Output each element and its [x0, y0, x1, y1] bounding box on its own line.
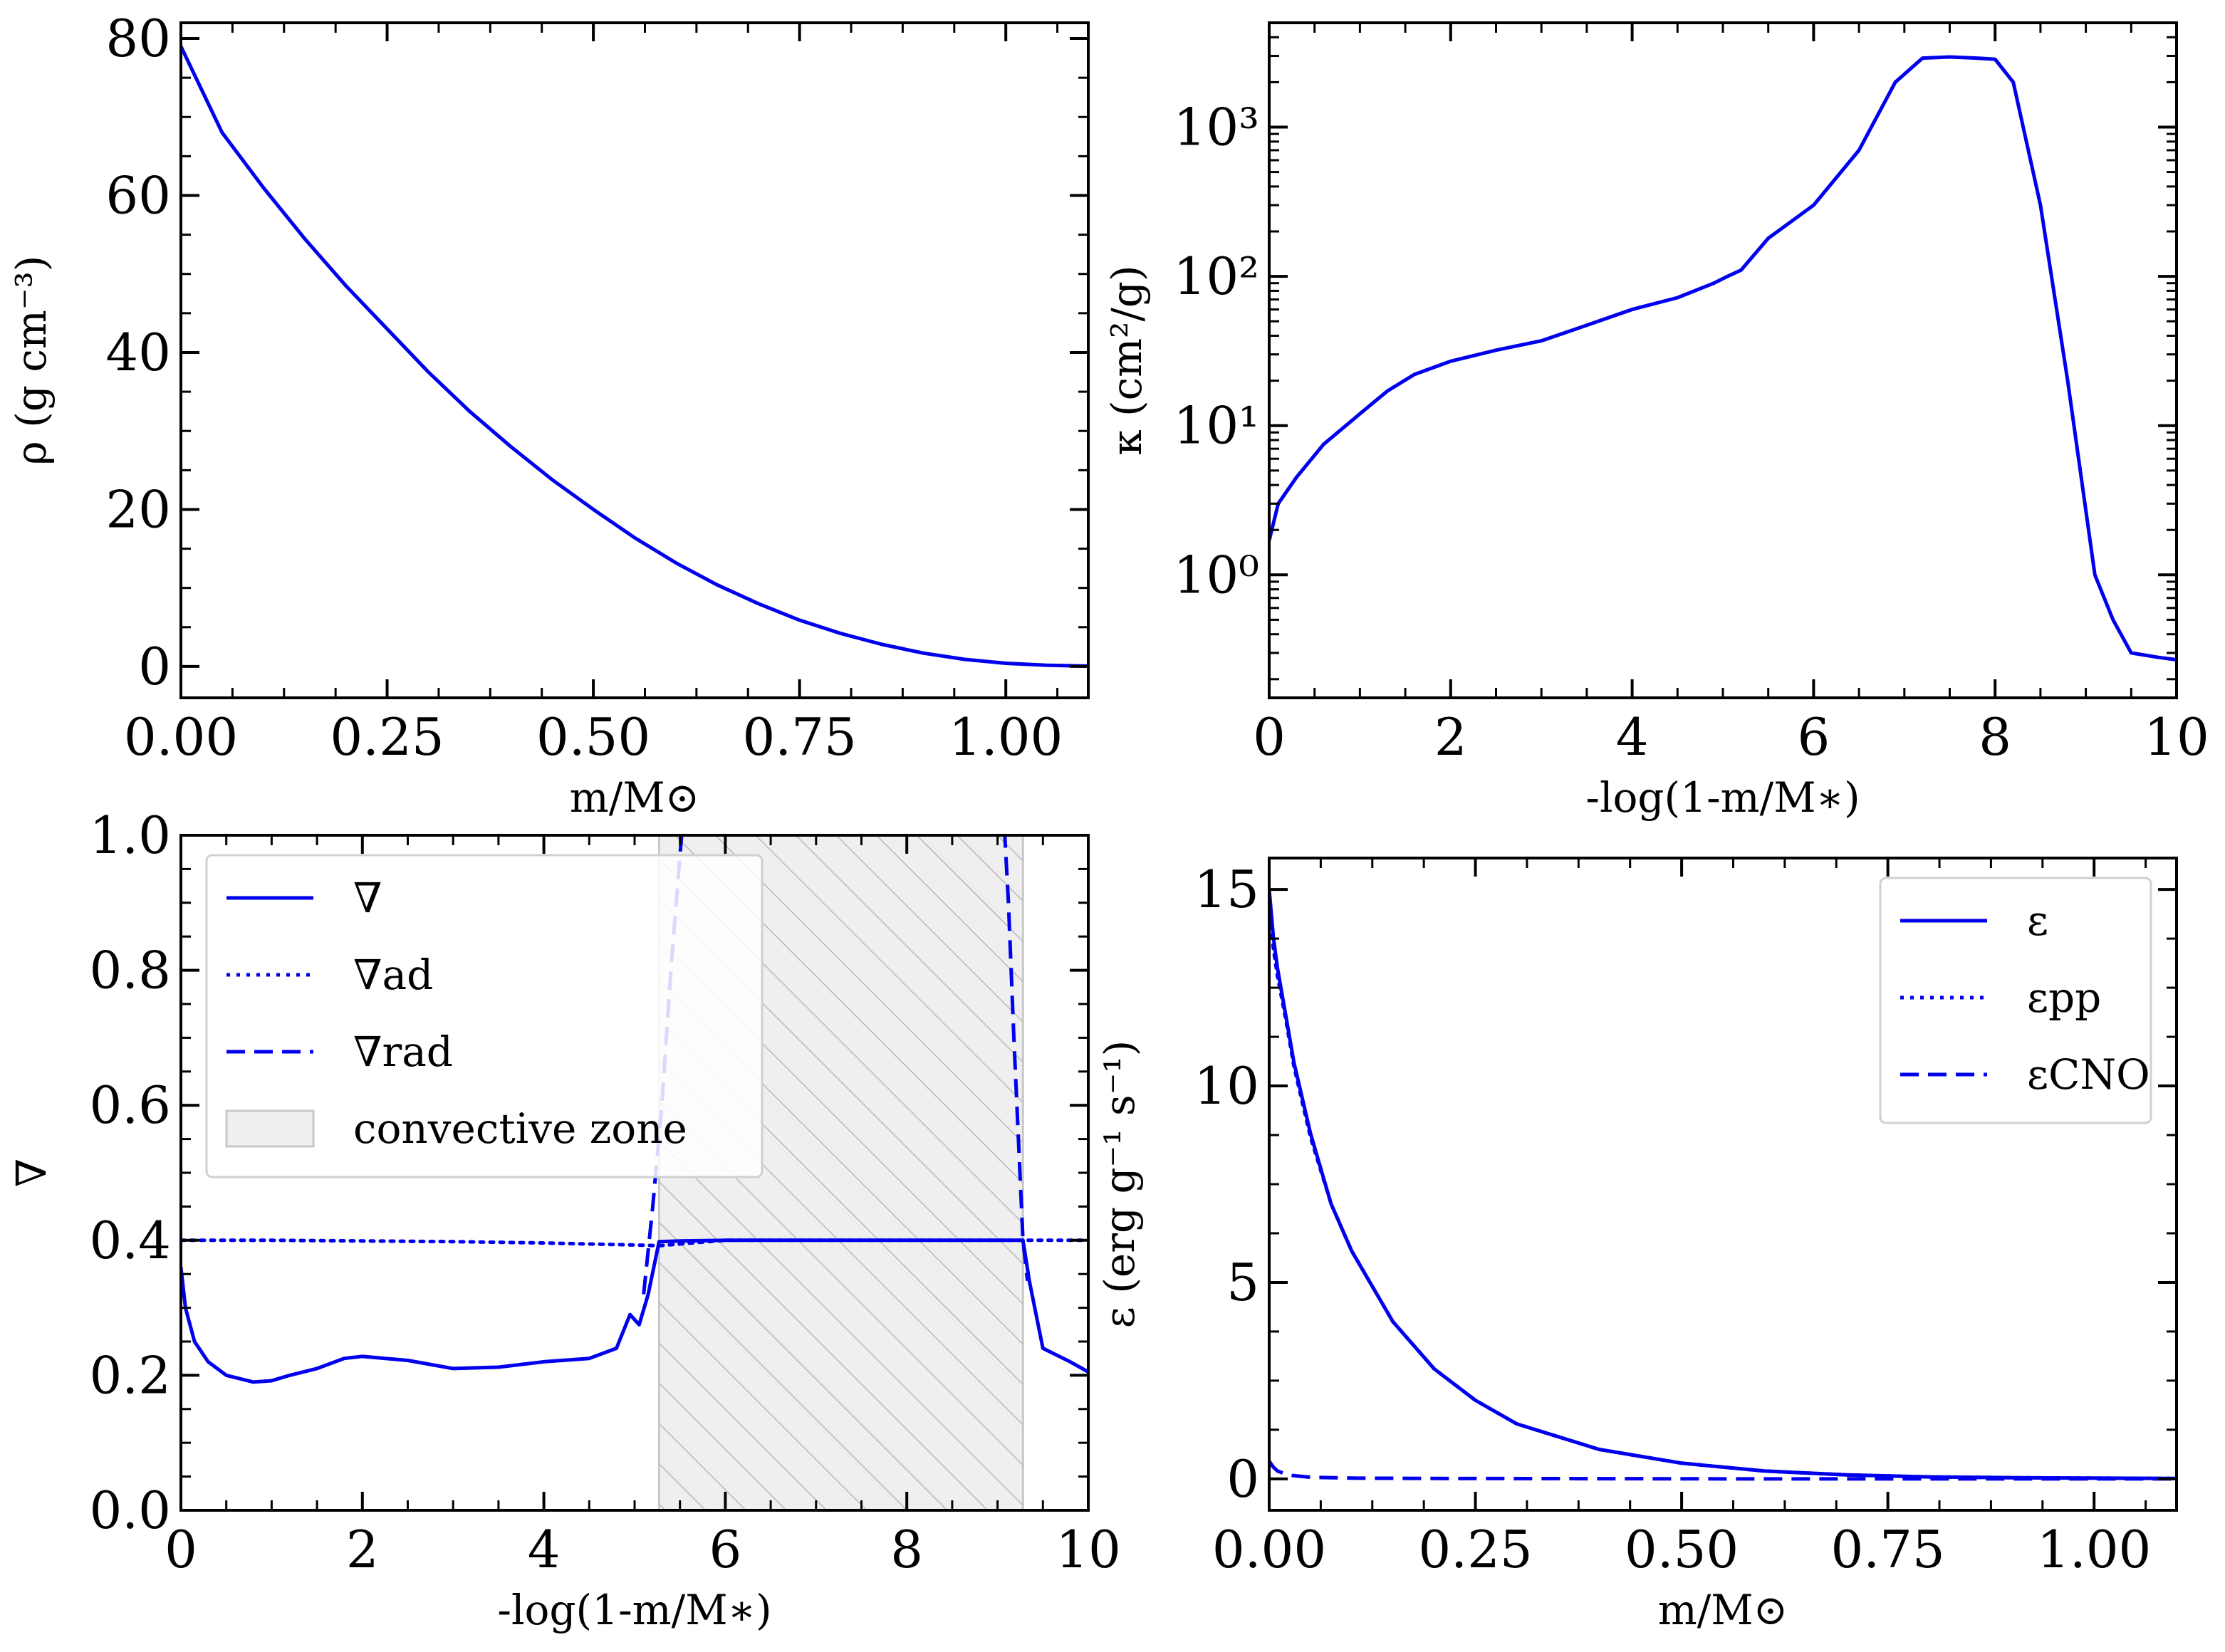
- opacity-series-group: [1269, 55, 2177, 662]
- density-x-tick-label: 0.25: [330, 707, 444, 767]
- density-series-group: [181, 46, 1088, 668]
- energy-y-axis-label: ε (erg g⁻¹ s⁻¹): [1095, 1040, 1144, 1328]
- energy-legend-label: ε: [2027, 896, 2048, 945]
- energy-y-tick-label: 0: [1226, 1449, 1259, 1509]
- opacity-y-tick-label: 10²: [1174, 246, 1259, 306]
- gradients-legend-swatch: [225, 1109, 315, 1148]
- energy-legend: ε εpp εCNO: [1879, 877, 2152, 1124]
- density-y-tick-label: 60: [105, 166, 171, 226]
- opacity-axes-frame: [1268, 21, 2178, 699]
- density-y-tick-label: 20: [105, 479, 171, 539]
- opacity-x-tick-label: 0: [1253, 707, 1286, 767]
- energy-y-tick-label: 10: [1194, 1056, 1259, 1116]
- opacity-y-tick-label: 10⁰: [1174, 545, 1259, 605]
- gradients-legend-label: ∇rad: [353, 1028, 453, 1076]
- gradient-panel: 0 2 4 6 8 10 0.0 0.2 0.4 0.6 0.8 1.0 -log(1-m/M∗) ∇…: [7, 805, 1121, 1634]
- gradients-x-tick-label: 6: [709, 1520, 741, 1579]
- density-y-axis-label: ρ (g cm⁻³): [7, 256, 56, 466]
- density-x-tick-label: 1.00: [949, 707, 1063, 767]
- gradients-y-tick-label: 1.0: [89, 805, 171, 865]
- density-x-axis-label: m/M⊙: [570, 773, 700, 822]
- opacity-y-tick-label: 10¹: [1174, 396, 1259, 456]
- gradient-series-group: [181, 835, 1088, 1384]
- gradient-x-axis-label: -log(1-m/M∗): [497, 1586, 771, 1634]
- gradients-series-dashed-line: [1003, 835, 1030, 1281]
- density-x-tick-label: 0.00: [124, 707, 238, 767]
- gradients-y-tick-label: 0.8: [89, 941, 171, 1000]
- energy-x-tick-label: 0.00: [1212, 1520, 1326, 1579]
- density-y-tick-label: 0: [138, 637, 171, 696]
- gradients-legend-label: ∇: [353, 874, 382, 922]
- gradients-y-tick-label: 0.2: [89, 1345, 171, 1405]
- density-x-tick-label: 0.50: [536, 707, 650, 767]
- energy-x-tick-label: 1.00: [2037, 1520, 2151, 1579]
- gradients-y-tick-label: 0.6: [89, 1075, 171, 1135]
- gradients-legend-label: ∇ad: [353, 951, 433, 999]
- gradients-series-dotted-line: [181, 1238, 1088, 1248]
- energy-series-dotted-line: [1269, 903, 2177, 1480]
- energy-y-tick-label: 15: [1194, 859, 1259, 919]
- energy-x-tick-label: 0.75: [1830, 1520, 1944, 1579]
- density-series-solid-line: [181, 46, 1088, 668]
- density-panel: 0.00 0.25 0.50 0.75 1.00 0 20 40 60 80 m/M⊙ ρ (g …: [7, 9, 1090, 822]
- gradients-y-tick-label: 0.4: [89, 1211, 171, 1270]
- gradients-legend-label: convective zone: [353, 1104, 687, 1153]
- energy-x-tick-label: 0.50: [1625, 1520, 1739, 1579]
- energy-x-tick-label: 0.25: [1418, 1520, 1532, 1579]
- energy-legend-label: εCNO: [2027, 1050, 2150, 1099]
- opacity-y-tick-label: 10³: [1174, 98, 1259, 157]
- gradients-x-tick-label: 10: [1056, 1520, 1121, 1579]
- energy-series-dashed-line: [1269, 1460, 2177, 1481]
- density-y-tick-label: 80: [105, 9, 171, 68]
- energy-x-axis-label: m/M⊙: [1658, 1586, 1788, 1634]
- energy-series-group: [1269, 889, 2177, 1481]
- energy-legend-box: [1879, 877, 2152, 1124]
- opacity-panel: 0 2 4 6 8 10 10⁰ 10¹ 10² 10³ -log(1-m/M∗) κ (cm²/…: [1103, 21, 2209, 822]
- gradients-x-tick-label: 0: [165, 1520, 197, 1579]
- gradient-y-axis-label: ∇: [7, 1159, 56, 1188]
- gradients-x-tick-label: 2: [346, 1520, 379, 1579]
- opacity-y-axis-label: κ (cm²/g): [1103, 265, 1151, 455]
- opacity-x-axis-label: -log(1-m/M∗): [1585, 773, 1860, 822]
- gradient-axes-frame: [179, 834, 1090, 1512]
- density-x-tick-label: 0.75: [742, 707, 856, 767]
- gradient-legend: ∇ ∇ad ∇rad convective zone: [205, 854, 764, 1178]
- opacity-x-tick-label: 2: [1434, 707, 1467, 767]
- energy-axes-frame: [1268, 857, 2178, 1512]
- opacity-x-tick-label: 6: [1797, 707, 1830, 767]
- density-y-tick-label: 40: [105, 323, 171, 382]
- gradients-y-tick-label: 0.0: [89, 1480, 171, 1540]
- energy-legend-label: εpp: [2027, 973, 2101, 1022]
- density-axes-frame: [179, 21, 1090, 699]
- opacity-series-solid-line: [1269, 55, 2177, 662]
- gradients-legend-box: [205, 854, 764, 1178]
- opacity-x-tick-label: 4: [1616, 707, 1649, 767]
- opacity-x-tick-label: 8: [1979, 707, 2011, 767]
- energy-panel: 0.00 0.25 0.50 0.75 1.00 0 5 10 15 m/M⊙ ε (erg g…: [1095, 857, 2178, 1634]
- gradients-x-tick-label: 8: [890, 1520, 923, 1579]
- energy-y-tick-label: 5: [1226, 1253, 1259, 1312]
- gradients-x-tick-label: 4: [528, 1520, 561, 1579]
- opacity-x-tick-label: 10: [2144, 707, 2209, 767]
